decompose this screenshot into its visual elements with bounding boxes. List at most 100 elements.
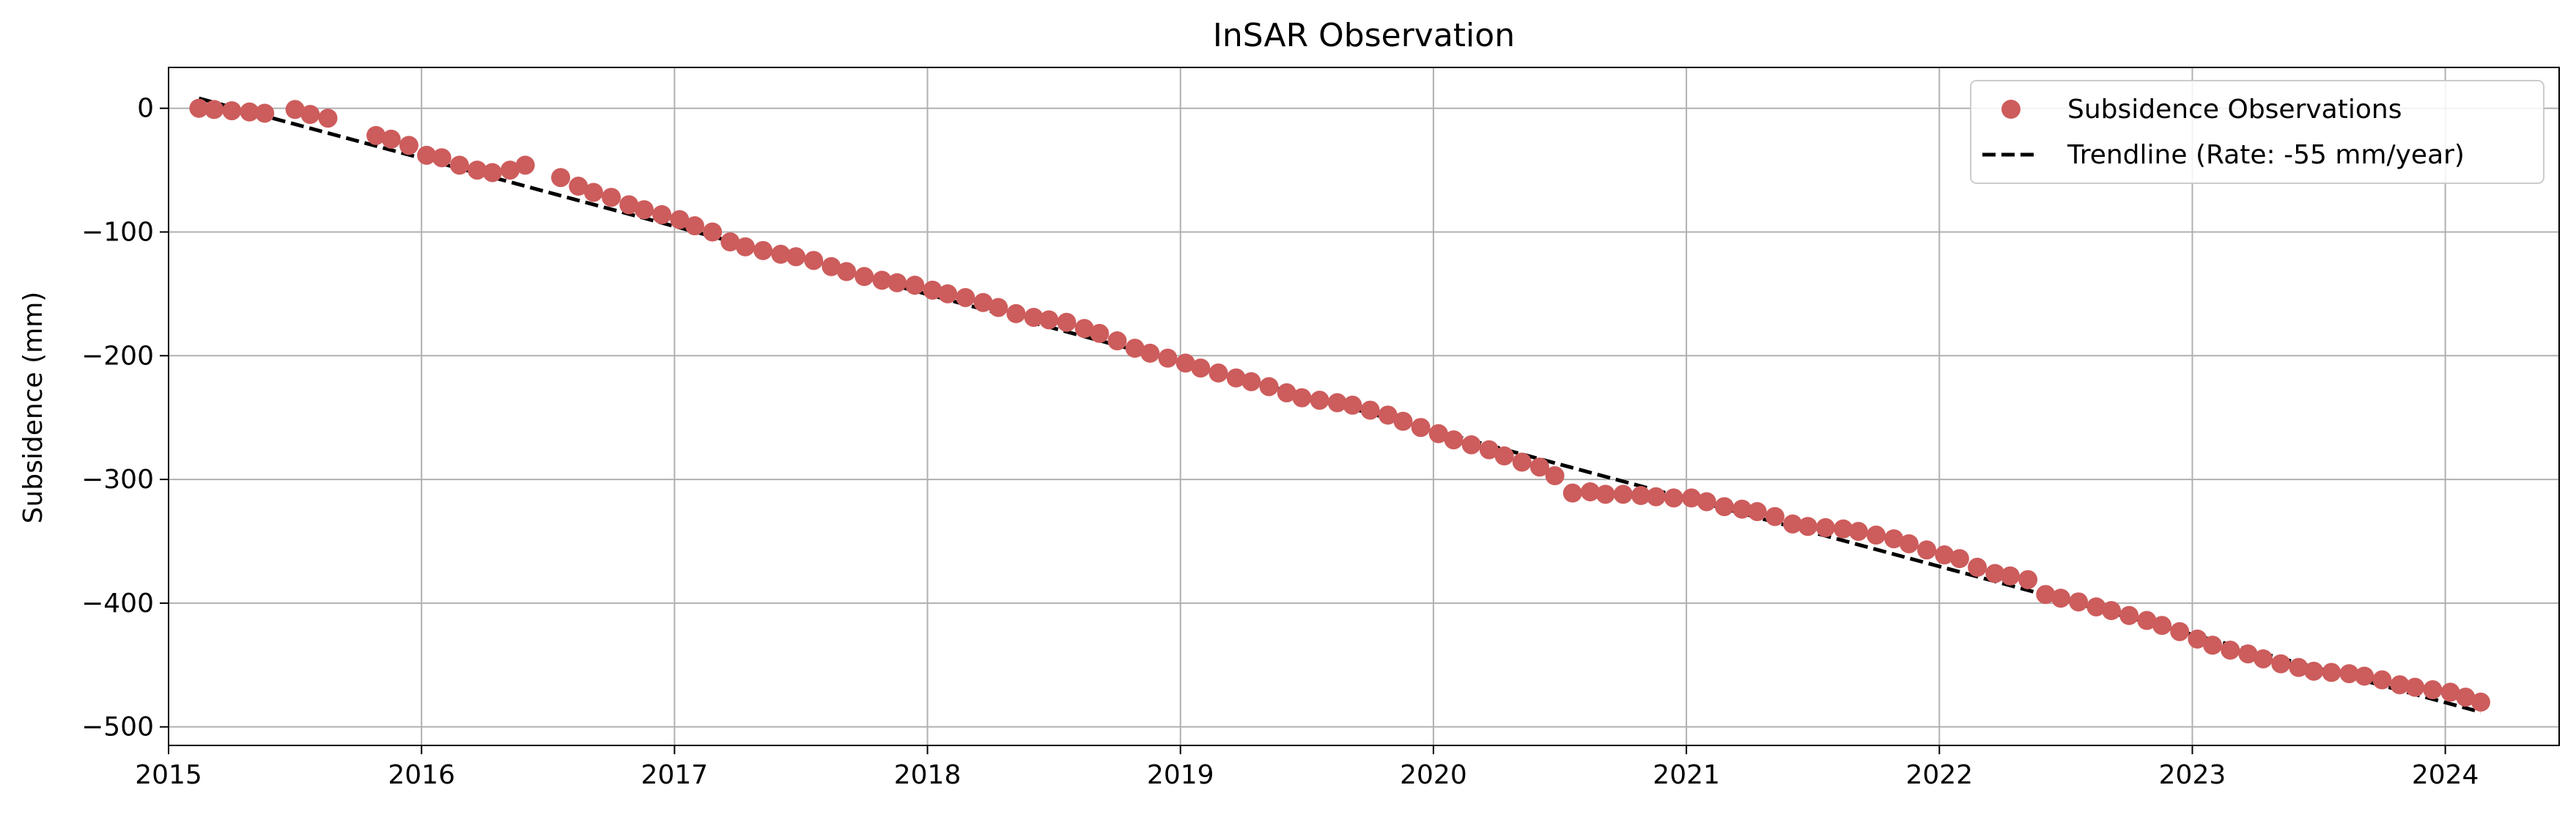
observation-point (1765, 506, 1785, 526)
legend-trendline-label: Trendline (Rate: -55 mm/year) (2067, 140, 2465, 170)
observation-point (619, 195, 639, 215)
observation-point (1259, 377, 1279, 397)
observation-point (1479, 440, 1499, 460)
observation-point (1646, 487, 1666, 506)
plot-frame (168, 67, 2560, 746)
observation-point (2203, 635, 2223, 655)
observation-point (1595, 484, 1615, 504)
observation-point (887, 273, 907, 292)
y-tick-label: −400 (81, 589, 154, 619)
observation-point (1545, 466, 1565, 486)
observation-point (1428, 424, 1448, 443)
legend-observations-label: Subsidence Observations (2067, 95, 2402, 125)
observation-point (2456, 688, 2476, 707)
observation-point (634, 200, 654, 220)
observation-point (2188, 629, 2207, 649)
observation-point (1697, 492, 1716, 512)
observation-point (1208, 363, 1228, 383)
observation-point (482, 163, 502, 183)
observation-point (2137, 611, 2157, 630)
observation-point (1444, 430, 1464, 450)
observation-point (285, 100, 305, 119)
observation-point (1327, 393, 1347, 413)
observation-point (1461, 435, 1481, 454)
x-tick-label: 2018 (894, 760, 962, 790)
observation-point (1834, 519, 1853, 539)
observation-point (602, 188, 621, 207)
observation-points-group (189, 98, 2490, 712)
observation-point (2086, 597, 2106, 616)
observation-point (255, 103, 275, 123)
y-axis-label: Subsidence (mm) (18, 292, 48, 524)
observation-point (1580, 482, 1600, 501)
observation-point (300, 105, 320, 125)
observation-point (1277, 383, 1296, 402)
observation-point (2102, 601, 2122, 621)
observation-point (684, 216, 704, 236)
observation-point (804, 251, 824, 270)
observation-point (1191, 358, 1211, 378)
x-tick-label: 2017 (641, 760, 709, 790)
observation-point (1393, 411, 1413, 431)
observation-point (973, 292, 993, 312)
observation-point (399, 136, 418, 155)
observation-point (2238, 644, 2258, 664)
x-axis-ticks: 2015 2016 2017 2018 2019 2020 2021 2022 2023 2024 (135, 745, 2479, 790)
observation-point (1968, 557, 1988, 577)
x-tick-label: 2024 (2412, 760, 2479, 790)
observation-point (1411, 418, 1431, 438)
observation-point (2440, 682, 2460, 702)
x-tick-label: 2015 (135, 760, 202, 790)
legend: Subsidence Observations Trendline (Rate:… (1970, 80, 2544, 184)
observation-point (1985, 564, 2005, 583)
observation-point (1529, 457, 1549, 477)
observation-point (1039, 310, 1059, 330)
x-tick-label: 2022 (1905, 760, 1973, 790)
observation-point (551, 168, 571, 188)
x-tick-label: 2020 (1400, 760, 1467, 790)
observation-point (2405, 677, 2425, 697)
observation-point (204, 100, 224, 119)
x-tick-label: 2023 (2159, 760, 2226, 790)
observation-point (1343, 395, 1362, 415)
x-tick-label: 2016 (388, 760, 455, 790)
observation-point (1935, 545, 1955, 565)
observation-point (1310, 391, 1329, 410)
observation-point (1360, 400, 1380, 420)
observation-point (2221, 641, 2240, 660)
observation-point (583, 183, 603, 202)
legend-box (1970, 80, 2544, 184)
observation-point (1848, 521, 1868, 541)
observation-point (1884, 529, 1904, 549)
observation-point (449, 155, 469, 175)
observation-point (1226, 368, 1246, 388)
observation-point (1378, 405, 1398, 425)
observation-point (2000, 566, 2020, 586)
observation-point (1512, 452, 1532, 472)
observation-point (1057, 312, 1077, 332)
observation-point (432, 148, 451, 168)
observation-point (2289, 657, 2309, 677)
x-tick-label: 2021 (1653, 760, 1720, 790)
observation-point (771, 244, 791, 264)
observation-point (1798, 517, 1817, 537)
observation-point (923, 280, 942, 300)
observation-point (222, 101, 242, 121)
observation-point (1074, 319, 1094, 339)
observation-point (1494, 446, 1514, 466)
observation-point (468, 161, 487, 180)
observation-point (515, 155, 535, 175)
observation-point (1158, 348, 1178, 368)
observation-point (366, 125, 386, 145)
observation-point (1747, 501, 1767, 521)
y-axis-ticks: 0 −100 −200 −300 −400 −500 (81, 94, 169, 743)
observation-point (2069, 592, 2089, 612)
observation-point (2470, 692, 2490, 712)
observation-point (381, 129, 401, 149)
observation-point (786, 247, 806, 267)
observation-point (2339, 664, 2359, 684)
observation-point (1176, 353, 1195, 373)
observation-point (822, 257, 841, 276)
